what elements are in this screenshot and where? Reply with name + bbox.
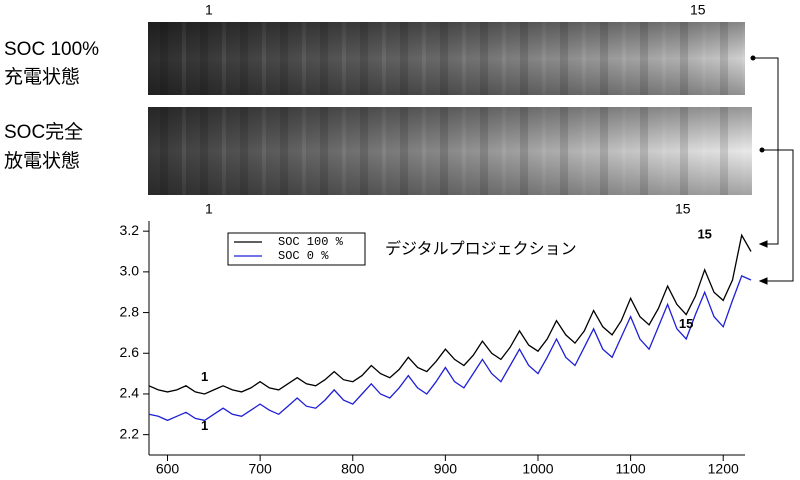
- y-tick-label: 3.2: [120, 222, 140, 238]
- y-tick-label: 2.8: [120, 303, 140, 319]
- panel-label: SOC 100%: [4, 39, 99, 60]
- x-tick-label: 900: [434, 461, 458, 477]
- panel-tick: 1: [205, 2, 213, 18]
- y-tick-label: 2.2: [120, 425, 140, 441]
- annotation: 1: [201, 418, 208, 433]
- x-tick-label: 1200: [708, 461, 739, 477]
- legend-label: SOC 100 %: [278, 235, 344, 249]
- x-tick-label: 1000: [522, 461, 553, 477]
- x-tick-label: 800: [341, 461, 365, 477]
- plot: 2.2 2.4 2.6 2.8 3.0 3.2 600 700 800 900 1000 1100 12…: [120, 221, 752, 477]
- panel-label: 放電状態: [4, 150, 80, 172]
- y-tick-label: 2.4: [120, 385, 140, 401]
- annotation: 1: [201, 369, 208, 384]
- panel-tick: 1: [205, 201, 213, 217]
- y-tick-label: 2.6: [120, 344, 140, 360]
- annotation: 15: [697, 227, 711, 242]
- legend-label: SOC 0 %: [278, 249, 329, 263]
- y-tick-label: 3.0: [120, 263, 140, 279]
- image-panel: [148, 22, 745, 95]
- panel-tick: 15: [690, 2, 706, 18]
- panel-tick: 15: [675, 201, 691, 217]
- x-tick-label: 700: [248, 461, 272, 477]
- legend-box: [227, 232, 366, 266]
- x-tick-label: 1100: [616, 461, 646, 477]
- connector: [750, 55, 794, 285]
- series-line: [148, 233, 752, 395]
- panel-label: 充電状態: [4, 66, 80, 88]
- chart-title: デジタルプロジェクション: [385, 239, 577, 258]
- x-tick-label: 600: [156, 461, 180, 477]
- image-panel: [148, 107, 752, 195]
- series-line: [148, 275, 752, 422]
- panel-label: SOC完全: [4, 121, 83, 143]
- annotation: 15: [679, 316, 693, 331]
